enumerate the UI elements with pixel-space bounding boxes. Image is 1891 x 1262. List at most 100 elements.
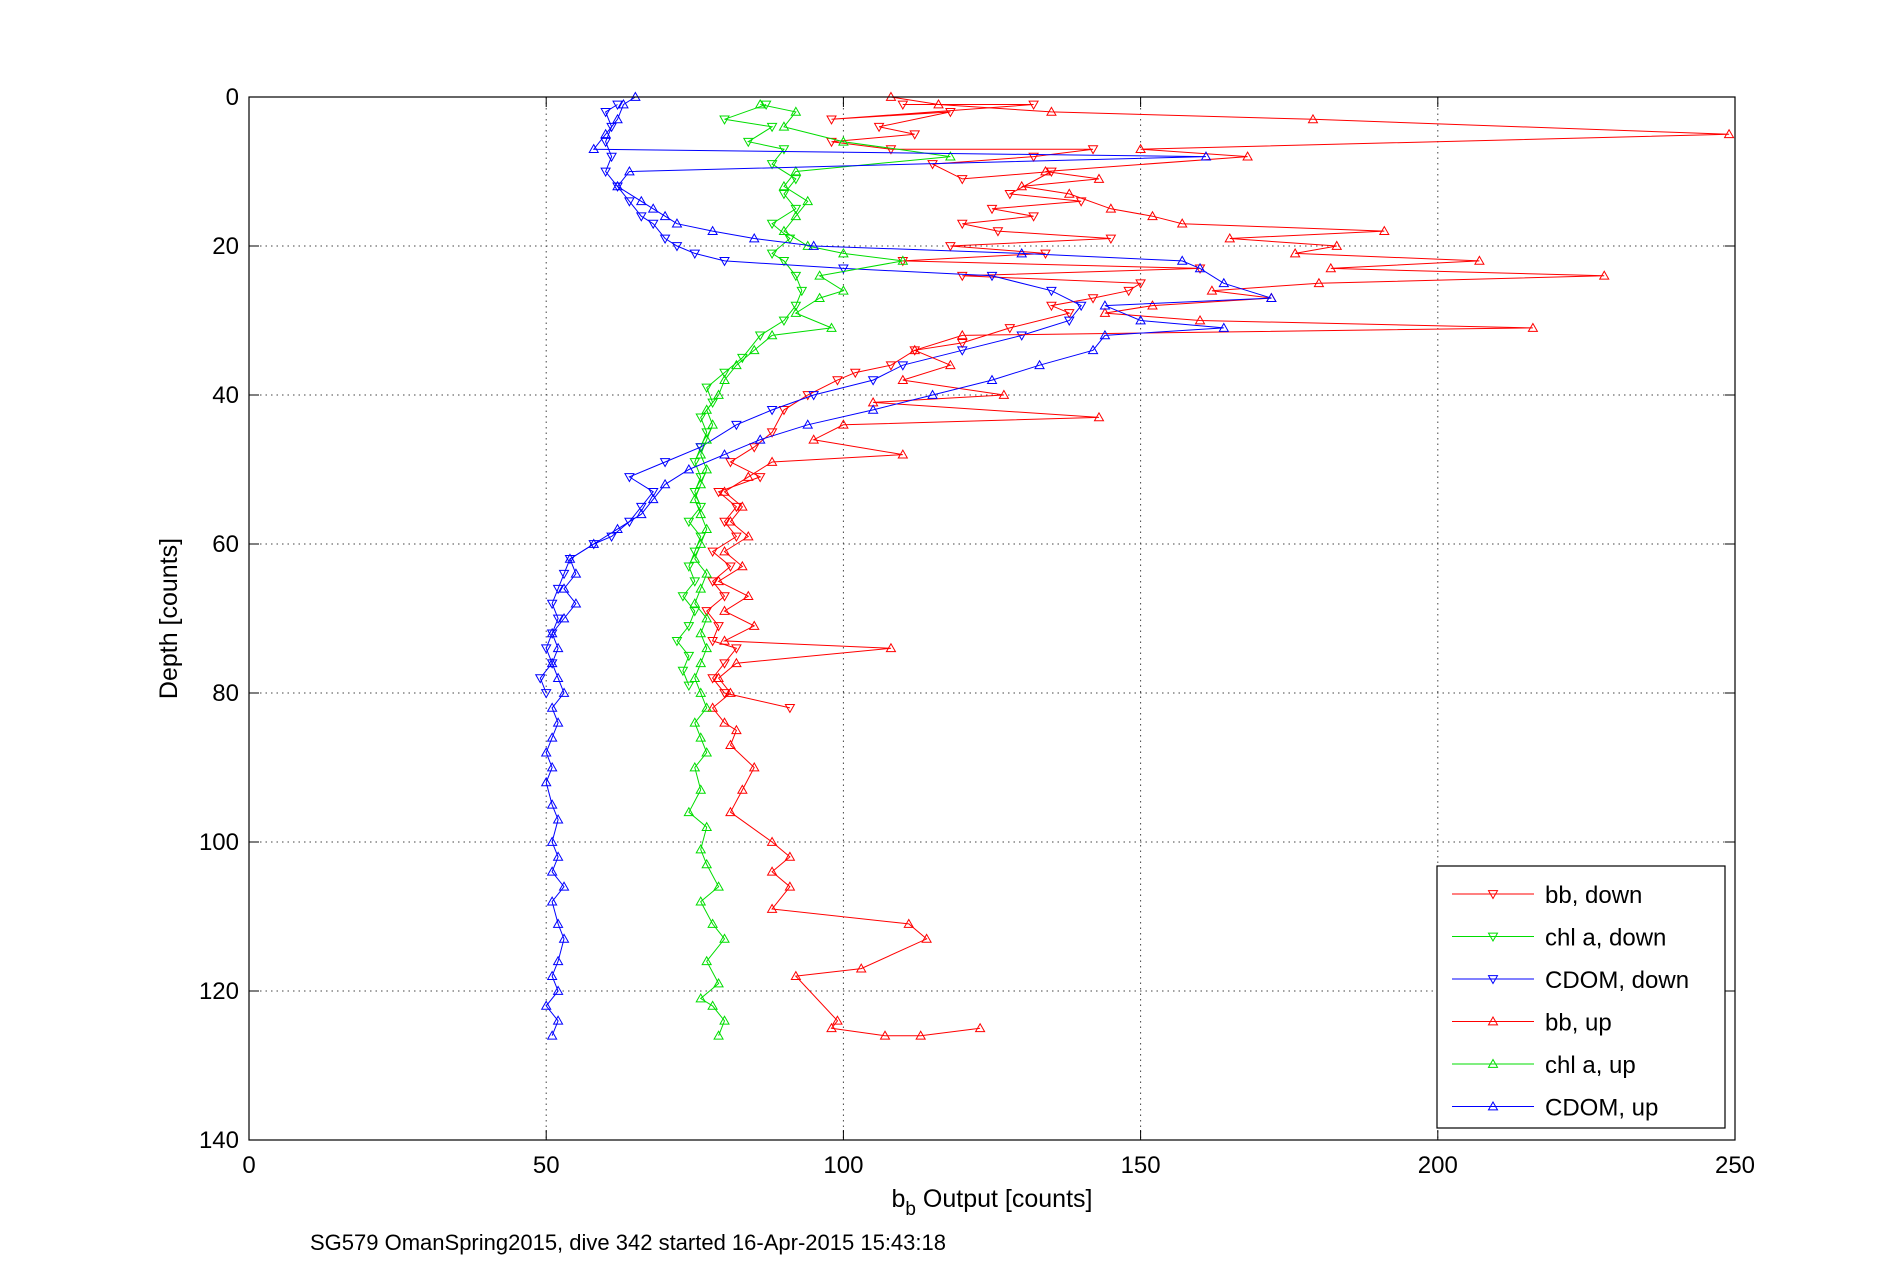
data-point <box>719 605 730 615</box>
data-point <box>725 562 736 572</box>
data-point <box>612 100 623 110</box>
data-point <box>713 575 724 586</box>
data-point <box>701 434 713 444</box>
data-point <box>748 620 760 630</box>
data-point <box>707 702 718 712</box>
y-axis-label: Depth [counts] <box>155 538 183 699</box>
data-point <box>915 1030 927 1040</box>
data-point <box>707 577 718 587</box>
legend-marker <box>1487 1015 1499 1026</box>
data-point <box>808 240 820 250</box>
data-point <box>719 592 730 602</box>
data-point <box>909 344 921 355</box>
data-point <box>719 659 730 669</box>
data-point <box>719 368 730 379</box>
data-point <box>778 121 790 131</box>
data-point <box>546 970 558 980</box>
data-point <box>1176 218 1188 228</box>
data-point <box>921 933 932 943</box>
data-point <box>790 210 802 221</box>
data-point <box>802 419 814 429</box>
data-point <box>784 851 796 861</box>
data-point <box>1218 322 1230 332</box>
data-point <box>689 249 701 259</box>
data-point <box>766 122 778 133</box>
data-point <box>707 918 718 928</box>
data-point <box>1105 234 1117 245</box>
data-point <box>838 285 849 295</box>
data-point <box>600 137 612 148</box>
data-point <box>784 881 796 891</box>
data-point <box>624 517 635 528</box>
data-point <box>873 122 885 133</box>
data-point <box>731 359 742 370</box>
data-point <box>546 761 558 772</box>
data-point <box>838 136 849 146</box>
data-point <box>754 434 766 444</box>
data-point <box>719 115 730 125</box>
data-point <box>534 674 546 684</box>
data-point <box>588 538 600 548</box>
data-point <box>546 657 558 668</box>
data-point <box>748 233 760 243</box>
data-point <box>564 553 576 563</box>
data-point <box>1307 113 1319 124</box>
data-point <box>778 225 790 235</box>
data-point <box>540 1000 552 1010</box>
legend: bb, down chl a, down CDOM, down bb, up chl a… <box>1436 865 1726 1129</box>
legend-label: chl a, down <box>1545 925 1666 952</box>
data-point <box>689 607 701 617</box>
data-point <box>826 322 837 332</box>
data-point <box>725 687 736 697</box>
data-point <box>701 702 713 712</box>
data-point <box>647 487 659 498</box>
data-point <box>671 218 683 228</box>
data-point <box>725 516 736 526</box>
data-point <box>766 249 778 259</box>
data-point <box>683 622 695 632</box>
data-point <box>1331 240 1343 250</box>
data-point <box>1135 279 1146 289</box>
data-point <box>540 747 552 757</box>
data-point <box>671 636 683 647</box>
data-point <box>903 918 915 928</box>
axis-ticks: 0 50 100 150 200 250 0 20 40 60 80 100 120 140 <box>199 84 1755 1179</box>
data-point <box>552 672 564 682</box>
data-point <box>1046 301 1057 312</box>
data-point <box>1016 180 1028 191</box>
data-point <box>796 286 808 297</box>
data-point <box>635 502 647 513</box>
data-point <box>897 255 909 265</box>
data-point <box>778 406 790 416</box>
data-point <box>956 219 968 230</box>
data-point <box>558 569 570 580</box>
data-point <box>546 866 558 876</box>
data-point <box>826 115 837 125</box>
data-point <box>701 821 713 831</box>
data-point <box>1046 286 1057 297</box>
data-point <box>558 881 570 891</box>
axes-box <box>248 96 1736 1141</box>
data-point <box>766 406 778 416</box>
data-point <box>1206 285 1218 295</box>
data-point <box>707 547 718 557</box>
data-point <box>701 858 713 869</box>
data-point <box>701 612 713 623</box>
data-point <box>606 152 617 163</box>
data-point <box>546 896 558 906</box>
data-point <box>624 197 635 207</box>
data-point <box>683 806 695 817</box>
data-point <box>838 247 849 258</box>
data-point <box>707 1000 718 1010</box>
data-point <box>588 143 600 154</box>
data-point <box>713 1030 724 1040</box>
data-point <box>1135 314 1146 325</box>
data-point <box>909 130 921 140</box>
data-point <box>552 814 564 824</box>
data-point <box>570 568 582 578</box>
data-point <box>570 598 582 608</box>
data-point <box>879 1030 891 1040</box>
data-point <box>945 151 956 161</box>
data-point <box>802 391 814 401</box>
